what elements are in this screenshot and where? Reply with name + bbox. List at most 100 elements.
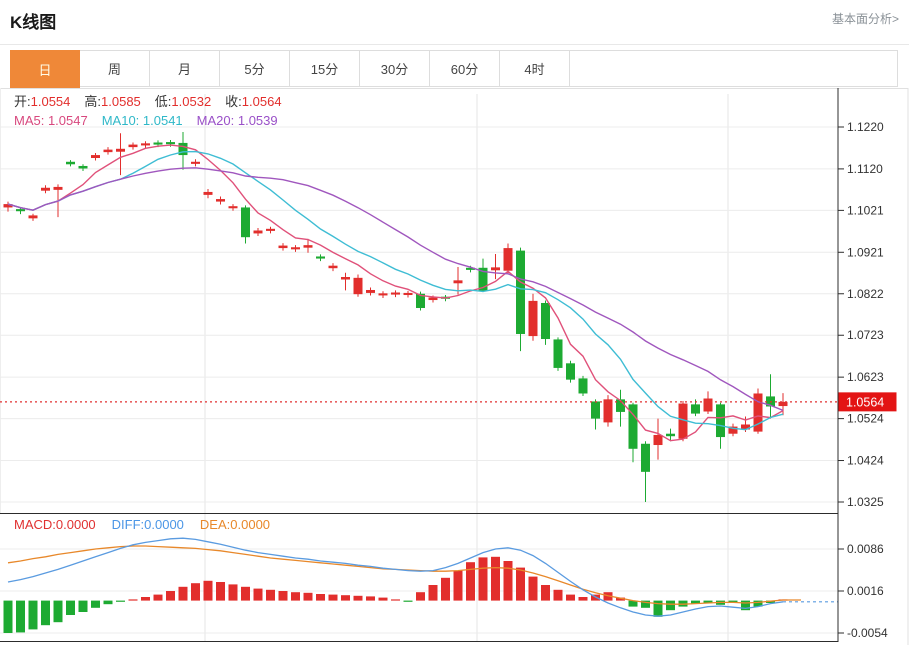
diff-line	[7, 537, 784, 617]
page-title: K线图	[10, 13, 57, 32]
candle-body	[591, 401, 600, 419]
candle-body	[228, 206, 238, 209]
candle-body	[78, 165, 88, 169]
candle-body	[753, 393, 763, 432]
candle-body	[166, 142, 175, 145]
tab-30min[interactable]: 30分	[360, 51, 430, 86]
ma-item: MA10: 1.0541	[101, 113, 183, 128]
price-tick-label: 1.0424	[847, 454, 884, 468]
candle-body	[191, 161, 200, 164]
price-tick-label: 1.0325	[847, 495, 884, 509]
ohlc-item: 收:1.0564	[225, 94, 282, 109]
macd-bar	[466, 562, 475, 601]
candle-body	[403, 292, 413, 296]
macd-bar	[53, 600, 63, 623]
price-tick-label: 1.0524	[847, 412, 884, 426]
candle-body	[778, 401, 788, 407]
ohlc-info-row: 开:1.0554 高:1.0585 低:1.0532 收:1.0564	[14, 93, 296, 110]
ma20-line	[7, 167, 784, 412]
price-tick-label: 1.1120	[847, 162, 883, 176]
macd-bar	[366, 596, 375, 601]
macd-bar	[316, 594, 325, 601]
macd-bar	[491, 556, 500, 601]
period-tabbar: 日周月 5分 15分 30分 60分 4时	[10, 50, 898, 89]
macd-bar	[228, 584, 238, 601]
macd-bar	[78, 600, 88, 612]
macd-tick-label: 0.0086	[847, 542, 884, 556]
macd-tick-label: 0.0016	[847, 584, 884, 598]
candle-body	[153, 142, 163, 145]
tab-5min[interactable]: 5分	[220, 51, 290, 86]
candle-body	[103, 149, 113, 153]
candle-body	[616, 399, 625, 412]
macd-bar	[341, 595, 350, 601]
macd-bar	[441, 577, 450, 601]
macd-bar	[128, 599, 138, 601]
candle-body	[16, 209, 25, 212]
candle-body	[341, 277, 350, 280]
candle-body	[541, 302, 550, 340]
macd-bar	[191, 583, 200, 601]
candle-body	[203, 191, 213, 195]
candle-body	[503, 248, 513, 271]
candle-body	[428, 297, 438, 301]
macd-bar	[391, 599, 400, 601]
macd-bar	[666, 600, 675, 611]
candle-body	[28, 215, 38, 219]
candle-body	[266, 228, 275, 231]
candle-body	[66, 161, 75, 165]
candlestick-chart[interactable]: 1.1220 1.1120 1.1021 1.0921 1.0822 1.0723 1.06…	[0, 88, 909, 513]
macd-bar	[178, 586, 188, 601]
candle-body	[216, 199, 225, 202]
candle-body	[728, 426, 738, 434]
tab-60min[interactable]: 60分	[430, 51, 500, 86]
macd-bar	[516, 567, 525, 601]
candle-body	[253, 230, 263, 234]
candle-body	[91, 155, 100, 159]
macd-bar	[291, 592, 300, 601]
tab-15min[interactable]: 15分	[290, 51, 360, 86]
macd-legend-item: DEA:0.0000	[199, 517, 271, 532]
macd-bar	[203, 580, 213, 601]
macd-bar	[578, 597, 588, 601]
macd-legend-item: MACD:0.0000	[14, 517, 96, 532]
macd-bar	[353, 595, 363, 601]
macd-bar	[528, 576, 538, 601]
macd-bar	[16, 600, 25, 633]
candles-group	[3, 132, 788, 503]
macd-bar	[641, 600, 650, 608]
candle-body	[628, 404, 638, 449]
tab-day[interactable]: 日	[10, 50, 80, 89]
macd-chart[interactable]: 0.0086 0.0016 -0.0054	[0, 513, 909, 645]
candle-body	[703, 398, 713, 412]
candle-body	[141, 143, 150, 146]
ma10-line	[7, 150, 784, 431]
chart-area: 1.1220 1.1120 1.1021 1.0921 1.0822 1.0723 1.06…	[0, 88, 909, 645]
macd-legend-item: DIFF:0.0000	[111, 517, 184, 532]
price-tick-label: 1.0822	[847, 287, 884, 301]
tab-month[interactable]: 月	[150, 51, 220, 86]
tab-4hour[interactable]: 4时	[500, 51, 570, 86]
macd-bar	[453, 570, 463, 601]
candle-body	[566, 363, 575, 380]
candle-body	[691, 404, 700, 414]
macd-bar	[116, 600, 125, 602]
candle-body	[678, 403, 688, 439]
candle-body	[666, 433, 675, 437]
macd-bar	[166, 591, 175, 601]
current-price-badge-label: 1.0564	[846, 395, 884, 409]
macd-bar	[428, 585, 438, 601]
macd-bar	[278, 591, 288, 601]
current-price-badge	[838, 392, 897, 412]
candle-body	[416, 293, 425, 309]
candle-body	[116, 148, 125, 152]
ma-item: MA5: 1.0547	[14, 113, 88, 128]
ohlc-ma-info: 开:1.0554 高:1.0585 低:1.0532 收:1.0564 MA5: 1.…	[14, 93, 296, 131]
tab-week[interactable]: 周	[80, 51, 150, 86]
fundamental-analysis-link[interactable]: 基本面分析>	[831, 12, 899, 26]
candle-body	[528, 300, 538, 337]
candle-body	[378, 293, 388, 296]
candle-body	[353, 277, 363, 295]
candle-body	[603, 399, 613, 423]
ohlc-item: 高:1.0585	[84, 94, 141, 109]
